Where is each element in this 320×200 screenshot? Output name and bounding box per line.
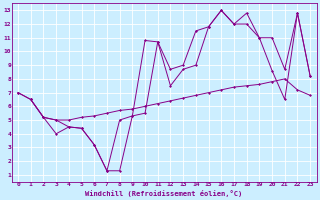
- X-axis label: Windchill (Refroidissement éolien,°C): Windchill (Refroidissement éolien,°C): [85, 190, 243, 197]
